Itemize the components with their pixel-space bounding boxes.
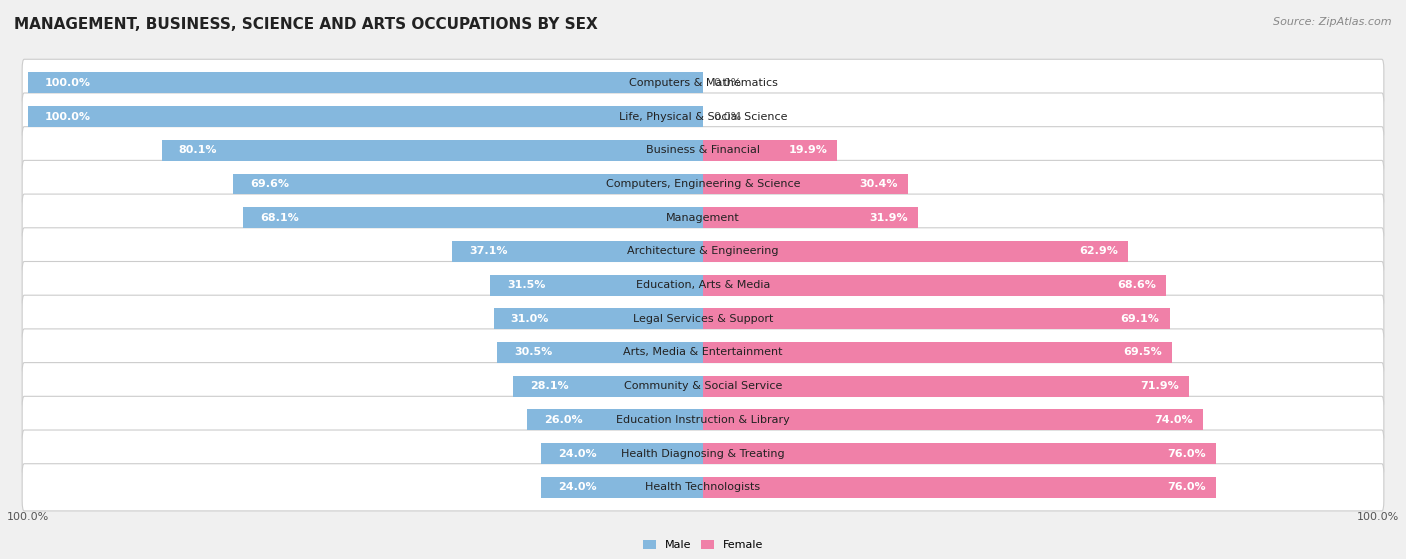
FancyBboxPatch shape — [22, 93, 1384, 140]
Bar — [541, 477, 703, 498]
FancyBboxPatch shape — [22, 329, 1384, 376]
Bar — [243, 207, 703, 228]
Bar — [703, 140, 838, 161]
Text: 19.9%: 19.9% — [789, 145, 827, 155]
Bar — [541, 443, 703, 464]
FancyBboxPatch shape — [22, 228, 1384, 275]
Legend: Male, Female: Male, Female — [638, 535, 768, 555]
Text: 37.1%: 37.1% — [470, 247, 508, 257]
Text: 31.5%: 31.5% — [508, 280, 546, 290]
Bar — [703, 309, 1170, 329]
Text: Arts, Media & Entertainment: Arts, Media & Entertainment — [623, 348, 783, 358]
Text: 76.0%: 76.0% — [1167, 482, 1206, 492]
Text: 68.6%: 68.6% — [1118, 280, 1156, 290]
Bar — [28, 106, 703, 127]
Text: 30.4%: 30.4% — [859, 179, 898, 189]
Bar — [703, 409, 1202, 430]
Text: Architecture & Engineering: Architecture & Engineering — [627, 247, 779, 257]
Text: Computers & Mathematics: Computers & Mathematics — [628, 78, 778, 88]
Bar — [162, 140, 703, 161]
Bar — [28, 73, 703, 93]
Text: Life, Physical & Social Science: Life, Physical & Social Science — [619, 112, 787, 121]
Bar — [703, 376, 1188, 397]
Text: 24.0%: 24.0% — [558, 482, 596, 492]
Text: Education, Arts & Media: Education, Arts & Media — [636, 280, 770, 290]
Bar — [703, 342, 1173, 363]
FancyBboxPatch shape — [22, 194, 1384, 241]
Text: 76.0%: 76.0% — [1167, 449, 1206, 458]
Text: 80.1%: 80.1% — [179, 145, 218, 155]
Text: 69.6%: 69.6% — [250, 179, 288, 189]
FancyBboxPatch shape — [22, 464, 1384, 511]
FancyBboxPatch shape — [22, 363, 1384, 410]
Text: 0.0%: 0.0% — [713, 112, 741, 121]
Text: 28.1%: 28.1% — [530, 381, 568, 391]
Text: 30.5%: 30.5% — [513, 348, 553, 358]
Text: 26.0%: 26.0% — [544, 415, 583, 425]
Text: 100.0%: 100.0% — [7, 511, 49, 522]
FancyBboxPatch shape — [22, 127, 1384, 174]
Text: 31.9%: 31.9% — [870, 212, 908, 222]
Bar — [703, 443, 1216, 464]
Text: Management: Management — [666, 212, 740, 222]
FancyBboxPatch shape — [22, 59, 1384, 106]
Text: Business & Financial: Business & Financial — [645, 145, 761, 155]
Text: 31.0%: 31.0% — [510, 314, 548, 324]
Text: 69.1%: 69.1% — [1121, 314, 1160, 324]
Bar — [703, 241, 1128, 262]
Text: Computers, Engineering & Science: Computers, Engineering & Science — [606, 179, 800, 189]
Bar — [494, 309, 703, 329]
Bar — [527, 409, 703, 430]
Text: Community & Social Service: Community & Social Service — [624, 381, 782, 391]
Text: 71.9%: 71.9% — [1140, 381, 1178, 391]
Text: 100.0%: 100.0% — [1357, 511, 1399, 522]
Text: 100.0%: 100.0% — [45, 78, 90, 88]
Text: 68.1%: 68.1% — [260, 212, 298, 222]
Text: Source: ZipAtlas.com: Source: ZipAtlas.com — [1274, 17, 1392, 27]
Bar — [513, 376, 703, 397]
Bar — [491, 274, 703, 296]
Bar — [703, 173, 908, 195]
FancyBboxPatch shape — [22, 262, 1384, 309]
FancyBboxPatch shape — [22, 396, 1384, 443]
Text: 62.9%: 62.9% — [1078, 247, 1118, 257]
Text: 100.0%: 100.0% — [45, 112, 90, 121]
Text: 24.0%: 24.0% — [558, 449, 596, 458]
Text: Health Technologists: Health Technologists — [645, 482, 761, 492]
Text: 0.0%: 0.0% — [713, 78, 741, 88]
Bar — [496, 342, 703, 363]
FancyBboxPatch shape — [22, 160, 1384, 207]
Text: Legal Services & Support: Legal Services & Support — [633, 314, 773, 324]
Text: Education Instruction & Library: Education Instruction & Library — [616, 415, 790, 425]
Bar — [703, 274, 1167, 296]
Bar — [233, 173, 703, 195]
FancyBboxPatch shape — [22, 295, 1384, 342]
Text: 74.0%: 74.0% — [1154, 415, 1192, 425]
Bar — [703, 477, 1216, 498]
Text: MANAGEMENT, BUSINESS, SCIENCE AND ARTS OCCUPATIONS BY SEX: MANAGEMENT, BUSINESS, SCIENCE AND ARTS O… — [14, 17, 598, 32]
Bar — [453, 241, 703, 262]
FancyBboxPatch shape — [22, 430, 1384, 477]
Bar — [703, 207, 918, 228]
Text: Health Diagnosing & Treating: Health Diagnosing & Treating — [621, 449, 785, 458]
Text: 69.5%: 69.5% — [1123, 348, 1163, 358]
